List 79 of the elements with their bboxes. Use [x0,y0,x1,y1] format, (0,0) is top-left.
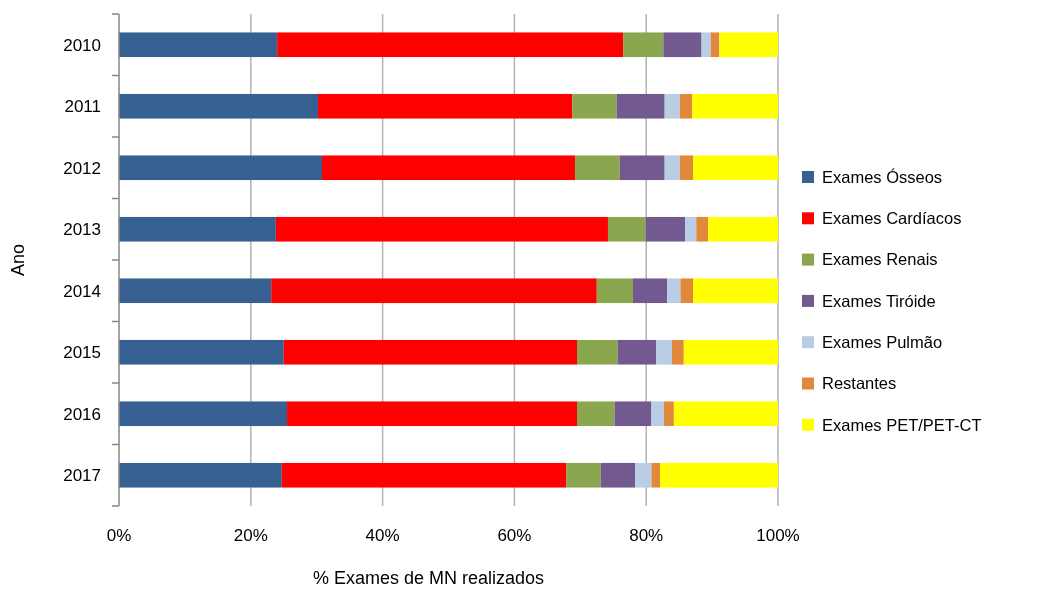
y-axis-title: Ano [8,243,28,277]
bar [596,278,634,304]
bar [614,401,652,427]
bar [664,93,680,119]
bar [692,278,778,304]
legend-label: Restantes [822,374,897,393]
y-tick-label: 2014 [63,281,101,301]
bar [679,93,693,119]
bar [287,401,578,427]
bar [692,155,778,181]
bar [667,278,681,304]
y-tick-label: 2010 [63,35,101,55]
bar [673,401,778,427]
bar [685,216,697,242]
bar [645,216,686,242]
bar [600,462,635,488]
x-tick-label: 0% [106,526,132,545]
bar [651,401,664,427]
legend-label: Exames Cardíacos [822,209,962,228]
x-tick-label: 40% [365,526,400,545]
bar [663,32,702,58]
y-tick-label: 2011 [64,97,101,117]
bar [683,339,778,365]
bar [710,32,720,58]
bar [566,462,601,488]
y-tick-label: 2012 [63,158,101,178]
x-tick-label: 60% [497,526,532,545]
bar [575,155,620,181]
bar [283,339,578,365]
bar [281,462,567,488]
bar [680,278,693,304]
legend-label: Exames PET/PET-CT [822,415,982,434]
bar [633,278,668,304]
bar [271,278,597,304]
bar [719,32,778,58]
bar [679,155,693,181]
bar [119,155,322,181]
bar [119,93,319,119]
bar [664,155,680,181]
bar [318,93,573,119]
legend-label: Exames Tiróide [822,291,936,310]
y-tick-label: 2013 [63,220,101,240]
bar [119,32,278,58]
legend-label: Exames Pulmão [822,332,943,351]
x-tick-label: 100% [756,526,800,545]
y-tick-label: 2017 [63,466,101,486]
x-tick-label: 20% [233,526,268,545]
bar [635,462,652,488]
bar [119,462,282,488]
bar [277,32,624,58]
bar [617,339,657,365]
y-tick-label: 2015 [63,343,101,363]
bar [577,339,618,365]
bar [692,93,778,119]
bar [671,339,684,365]
x-tick-label: 80% [629,526,664,545]
bar [572,93,617,119]
bar [708,216,778,242]
bar [321,155,576,181]
x-axis-title: % Exames de MN realizados [312,568,545,588]
bar [663,401,674,427]
bar [275,216,608,242]
bar [651,462,661,488]
bar [119,278,272,304]
bar [656,339,672,365]
bar [623,32,664,58]
legend-label: Exames Ósseos [822,167,943,186]
bar [619,155,665,181]
y-tick-label: 2016 [63,404,101,424]
bar [701,32,711,58]
bar [616,93,665,119]
bar [607,216,646,242]
bar [119,216,276,242]
bar [577,401,615,427]
legend-label: Exames Renais [822,250,938,269]
bar [119,401,288,427]
bar [696,216,709,242]
bar [119,339,284,365]
bar [660,462,778,488]
